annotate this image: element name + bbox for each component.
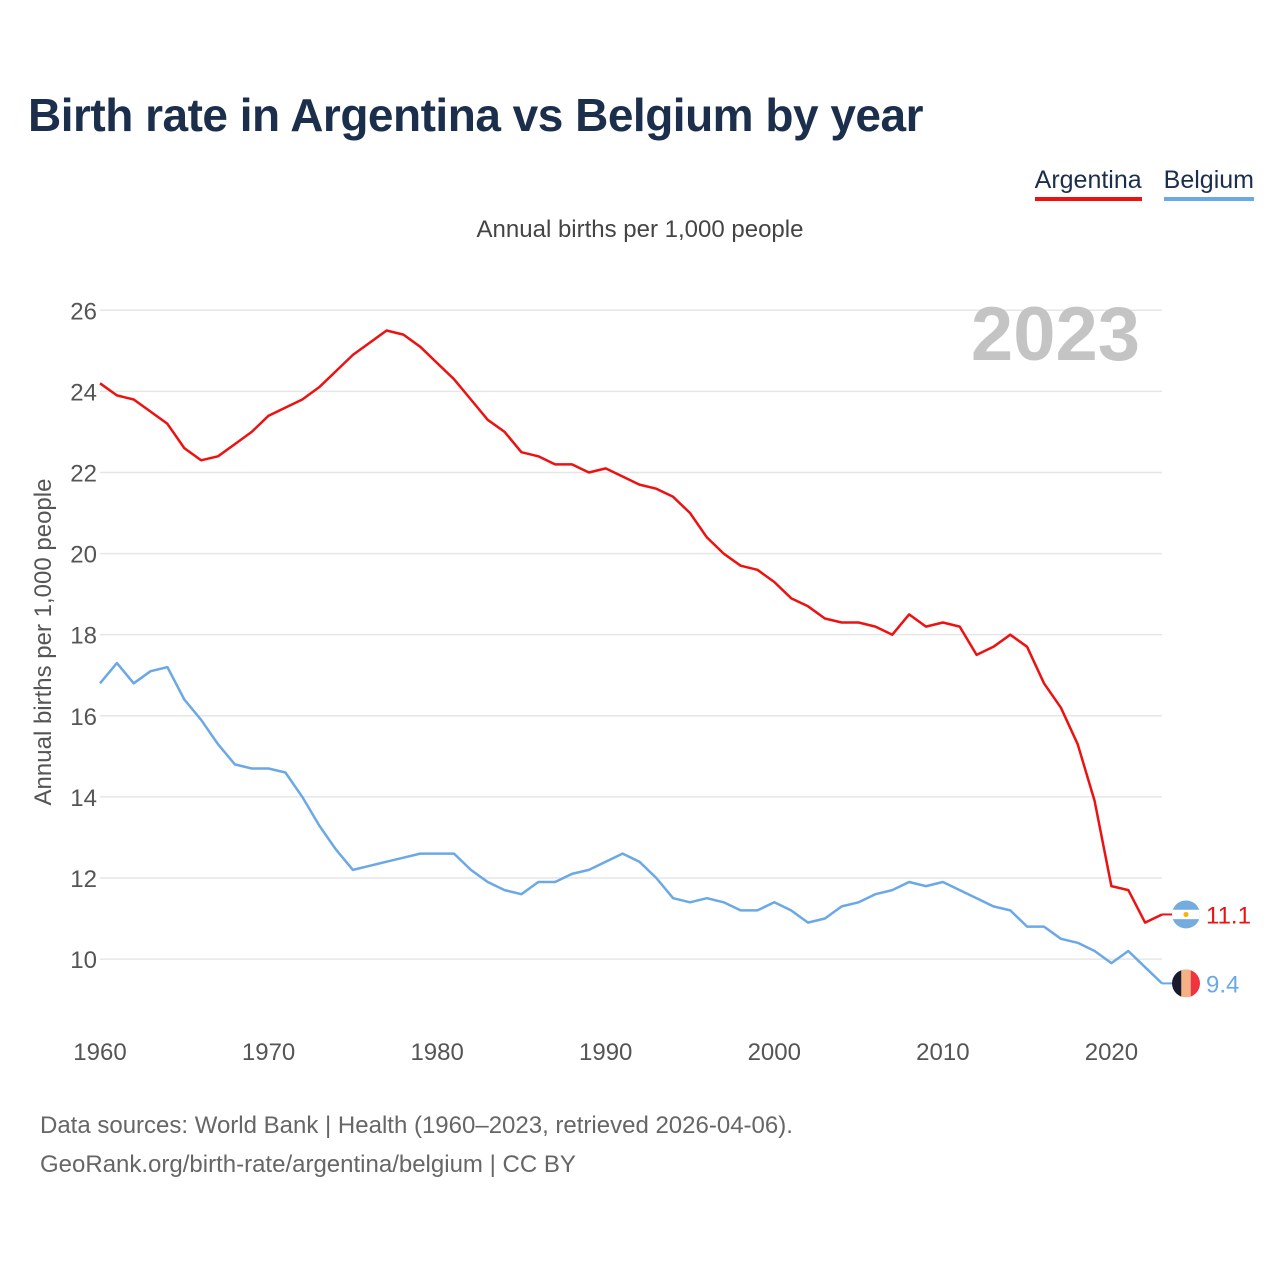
x-tick-label-1970: 1970 — [242, 1039, 295, 1066]
y-tick-label-26: 26 — [70, 298, 97, 325]
legend-item-argentina[interactable]: Argentina — [1034, 166, 1142, 201]
y-tick-label-22: 22 — [70, 460, 97, 487]
y-tick-label-18: 18 — [70, 623, 97, 650]
y-tick-label-12: 12 — [70, 866, 97, 893]
x-tick-label-1990: 1990 — [579, 1039, 632, 1066]
series-line-belgium — [99, 661, 1163, 985]
x-tick-label-1980: 1980 — [410, 1039, 463, 1066]
x-tick-label-2020: 2020 — [1085, 1039, 1138, 1066]
x-tick-label-2010: 2010 — [916, 1039, 969, 1066]
y-tick-label-10: 10 — [70, 947, 97, 974]
legend: Argentina Belgium — [1034, 166, 1254, 201]
source-note: Data sources: World Bank | Health (1960–… — [40, 1106, 793, 1184]
chart-subtitle: Annual births per 1,000 people — [476, 216, 804, 243]
series-line-argentina — [99, 329, 1163, 924]
argentina-flag-icon — [1172, 900, 1200, 929]
year-watermark: 2023 — [971, 292, 1140, 377]
chart-title: Birth rate in Argentina vs Belgium by ye… — [28, 89, 923, 141]
y-tick-label-24: 24 — [70, 379, 97, 406]
x-tick-label-2000: 2000 — [748, 1039, 801, 1066]
source-line-1: Data sources: World Bank | Health (1960–… — [40, 1112, 793, 1139]
y-tick-label-14: 14 — [70, 785, 97, 812]
end-label-argentina: 11.1 — [1206, 902, 1251, 929]
y-tick-label-16: 16 — [70, 704, 97, 731]
x-tick-label-1960: 1960 — [73, 1039, 126, 1066]
source-line-2[interactable]: GeoRank.org/birth-rate/argentina/belgium… — [40, 1151, 576, 1178]
legend-item-belgium[interactable]: Belgium — [1163, 166, 1254, 201]
end-label-belgium: 9.4 — [1206, 971, 1239, 998]
belgium-flag-icon — [1172, 969, 1200, 998]
y-axis-label: Annual births per 1,000 people — [30, 479, 57, 806]
y-tick-label-20: 20 — [70, 542, 97, 569]
